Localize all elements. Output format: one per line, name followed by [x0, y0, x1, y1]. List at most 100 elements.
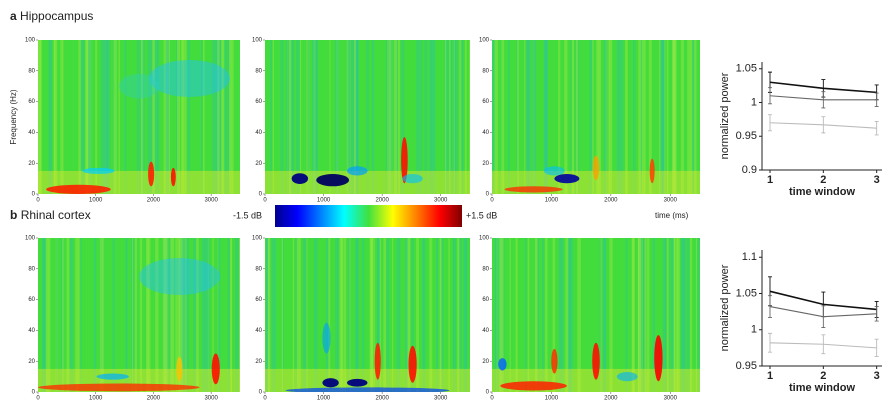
spectrogram-texture	[53, 40, 58, 194]
spectrogram-texture	[296, 238, 300, 392]
spectrogram-texture	[598, 40, 601, 194]
spectrogram-texture	[492, 40, 496, 194]
y-tick-label: 0	[32, 192, 36, 198]
spectrogram-texture	[664, 40, 666, 194]
spectrogram-texture	[545, 238, 548, 392]
spectrogram-texture	[392, 238, 394, 392]
spectrogram-texture	[299, 40, 302, 194]
y-axis-label: normalized power	[719, 72, 731, 159]
spectrogram-texture	[78, 40, 81, 194]
y-tick-label: 40	[482, 130, 489, 136]
spectrogram-texture	[408, 238, 411, 392]
spectrogram-texture	[394, 40, 398, 194]
spectrogram-texture	[560, 238, 564, 392]
y-tick-label: 20	[28, 359, 35, 365]
spectrogram-texture	[544, 40, 548, 194]
spectrogram-texture	[126, 238, 128, 392]
spectrogram-blob	[322, 322, 331, 354]
spectrogram-texture	[107, 40, 111, 194]
spectrogram-texture	[186, 238, 189, 392]
spectrogram-texture	[272, 40, 274, 194]
spectrogram-texture	[124, 40, 127, 194]
spectrogram-texture	[652, 238, 655, 392]
x-axis-label: time window	[789, 186, 855, 198]
spectrogram-texture	[329, 40, 331, 194]
spectrogram-texture	[405, 238, 408, 392]
y-axis-label: Frequency (Hz)	[9, 89, 18, 144]
panel-label: b Rhinal cortex	[10, 208, 91, 222]
spectrogram-texture	[399, 238, 401, 392]
colorbar	[275, 205, 462, 227]
spectrogram-texture	[525, 238, 527, 392]
spectrogram-texture	[48, 238, 51, 392]
spectrogram-texture	[625, 40, 628, 194]
spectrogram-texture	[509, 238, 511, 392]
spectrogram-texture	[239, 238, 240, 392]
spectrogram-texture	[662, 40, 666, 194]
spectrogram-texture	[527, 40, 531, 194]
spectrogram-texture	[215, 40, 217, 194]
spectrogram-texture	[670, 238, 674, 392]
spectrogram-blob	[148, 161, 155, 187]
panel-title: Hippocampus	[20, 9, 93, 23]
spectrogram-texture	[692, 40, 695, 194]
x-tick-label: 1000	[317, 396, 331, 401]
spectrogram-texture	[75, 238, 79, 392]
spectrogram-texture	[508, 40, 510, 194]
spectrogram-texture	[125, 238, 127, 392]
spectrogram-blob	[139, 258, 220, 295]
spectrogram-texture	[296, 40, 300, 194]
spectrogram-texture	[464, 40, 467, 194]
spectrogram-texture	[217, 40, 220, 194]
spectrogram-texture	[450, 40, 452, 194]
spectrogram-texture	[565, 40, 568, 194]
spectrogram-texture	[80, 40, 84, 194]
spectrogram-texture	[112, 238, 115, 392]
spectrogram-texture	[366, 40, 369, 194]
spectrogram-texture	[610, 40, 613, 194]
error-bar	[874, 92, 879, 107]
spectrogram-texture	[379, 238, 382, 392]
spectrogram-texture	[565, 238, 569, 392]
spectrogram-texture	[80, 238, 82, 392]
spectrogram-texture	[100, 40, 105, 194]
spectrogram-texture	[154, 40, 158, 194]
y-tick-label: 100	[479, 236, 490, 242]
spectrogram-blob	[654, 335, 663, 382]
spectrogram-texture	[693, 40, 697, 194]
spectrogram-texture	[83, 40, 85, 194]
spectrogram-texture	[524, 40, 526, 194]
spectrogram-texture	[95, 40, 98, 194]
x-tick-label: 3000	[664, 198, 678, 204]
spectrogram-texture	[643, 238, 646, 392]
spectrogram-texture	[675, 238, 679, 392]
spectrogram-texture	[564, 40, 567, 194]
x-tick-label: 1000	[545, 198, 559, 204]
y-tick-label: 100	[252, 236, 263, 242]
spectrogram-texture	[335, 238, 339, 392]
spectrogram-texture	[60, 40, 64, 194]
spectrogram-texture	[468, 40, 470, 194]
spectrogram-texture	[672, 40, 676, 194]
error-bar	[874, 306, 879, 322]
spectrogram-texture	[625, 238, 628, 392]
spectrogram-blob	[374, 342, 381, 380]
spectrogram-blob	[347, 166, 368, 176]
y-tick-label: 0.95	[736, 360, 757, 372]
spectrogram-texture	[230, 238, 232, 392]
spectrogram-texture	[178, 238, 181, 392]
spectrogram-texture	[291, 40, 294, 194]
spectrogram-texture	[48, 40, 52, 194]
y-tick-label: 60	[255, 297, 262, 303]
spectrogram-texture	[134, 238, 137, 392]
x-tick-label: 3000	[204, 396, 218, 401]
spectrogram-blob	[46, 184, 111, 194]
spectrogram-texture	[537, 238, 540, 392]
spectrogram-texture	[389, 40, 393, 194]
spectrogram-texture	[292, 238, 295, 392]
y-tick-label: 0.95	[736, 130, 757, 142]
spectrogram-blob	[285, 387, 450, 392]
spectrogram-texture	[401, 40, 404, 194]
x-tick-label: 3000	[434, 396, 448, 401]
spectrogram-texture	[687, 40, 690, 194]
